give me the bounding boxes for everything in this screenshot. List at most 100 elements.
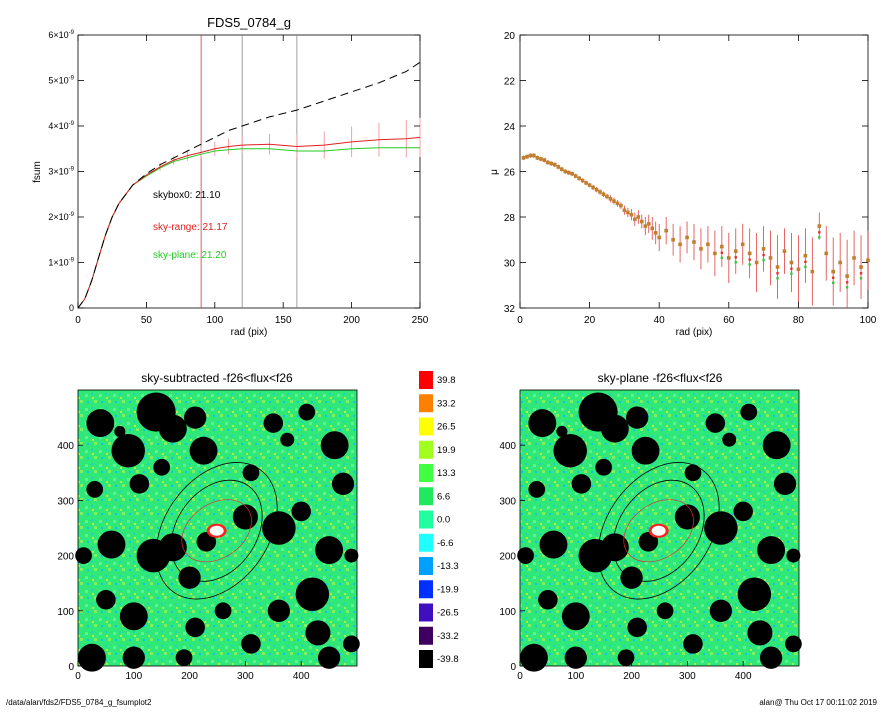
mu-point	[692, 240, 696, 244]
mu-point	[605, 194, 609, 199]
sky-subtracted-mask-blob	[78, 643, 106, 672]
mu-point-plane	[804, 265, 807, 269]
sky-plane-mask-blob	[656, 602, 674, 620]
fsum-xtick-label: 250	[412, 315, 429, 326]
sky-subtracted-xtick-label: 400	[293, 671, 310, 682]
mu-ytick-label: 22	[504, 77, 516, 88]
sky-plane-mask-blob	[762, 431, 791, 460]
sky-subtracted-title: sky-subtracted -f26<flux<f26	[141, 371, 293, 385]
sky-subtracted-mask-blob	[86, 480, 104, 498]
sky-plane-mask-blob	[709, 599, 733, 622]
mu-point	[573, 174, 578, 178]
sky-subtracted-mask-blob	[291, 501, 311, 522]
fsum-xtick-label: 100	[206, 315, 223, 326]
sky-subtracted-mask-blob	[331, 472, 355, 495]
sky-plane-mask-blob	[684, 464, 702, 482]
mu-point	[866, 258, 870, 263]
sky-range-curve	[77, 136, 421, 309]
sky-subtracted-aperture-outer	[155, 462, 278, 600]
sky-range-error-bars	[159, 117, 421, 171]
mu-point	[535, 156, 540, 160]
mu-point	[549, 161, 554, 166]
mu-point-range	[762, 253, 765, 257]
mu-point	[838, 260, 842, 265]
mu-point	[570, 171, 574, 176]
sky-plane-mask-blob	[631, 436, 660, 465]
sky-subtracted-mask-blob	[343, 635, 360, 653]
mu-point-plane	[790, 272, 793, 275]
sky-subtracted-aperture-mid	[170, 479, 263, 582]
mu-point	[584, 181, 588, 185]
mu-point	[587, 183, 592, 187]
mu-x-ticks: 0 20 40 60 80 100	[517, 35, 877, 326]
mu-point	[831, 269, 835, 274]
mu-point	[525, 154, 529, 159]
sky-subtracted-mask-blob	[344, 548, 359, 563]
sky-subtracted-mask-blob	[175, 649, 193, 667]
mu-point	[782, 249, 787, 253]
sky-subtracted-mask-blob	[158, 414, 187, 443]
mu-point	[563, 169, 568, 174]
mu-point-range	[790, 267, 793, 270]
fsum-y-label: fsum	[32, 161, 43, 183]
mu-point	[532, 153, 536, 158]
sky-subtracted-mask-blob	[242, 464, 260, 482]
sky-subtracted-xtick-label: 200	[181, 671, 198, 682]
mu-xtick-label: 60	[723, 315, 735, 326]
sky-subtracted-mask-blob	[267, 599, 291, 622]
mu-point	[727, 256, 731, 260]
sky-subtracted-mask-blob	[189, 436, 218, 465]
mu-point-range	[832, 276, 835, 279]
mu-point	[612, 199, 616, 203]
sky-subtracted-mask-blob	[158, 533, 187, 562]
sky-plane-mask-blob	[564, 646, 587, 669]
mu-ytick-label: 28	[504, 213, 516, 224]
mu-point	[817, 224, 822, 228]
fsum-ytick-label: 5×10-9	[48, 76, 74, 86]
skybox0-curve	[77, 61, 421, 309]
colorbar-swatch	[419, 603, 433, 622]
mu-point-range	[734, 256, 737, 259]
sky-plane-mask-blob	[786, 548, 801, 563]
mu-point	[643, 224, 648, 228]
mu-point	[633, 217, 637, 222]
colorbar-label: -6.6	[437, 538, 453, 549]
mu-point-plane	[734, 261, 737, 264]
mu-point	[706, 242, 710, 247]
colorbar-swatch	[419, 626, 433, 645]
colorbar-label: 33.2	[437, 398, 456, 409]
sky-plane-mask-blob	[705, 413, 726, 433]
colorbar-swatch	[419, 394, 433, 413]
colorbar-label: -19.9	[437, 584, 459, 595]
colorbar-label: 13.3	[437, 468, 456, 479]
mu-point	[653, 231, 658, 235]
sky-subtracted-mask-blob	[96, 589, 116, 610]
sky-plane-mask-blob	[561, 602, 590, 631]
sky-subtracted-mask-blob	[305, 620, 331, 646]
colorbar-label: -33.2	[437, 631, 459, 642]
sky-subtracted-mask-blob	[119, 602, 148, 631]
mu-point	[657, 235, 661, 240]
mu-point-range	[818, 231, 821, 234]
sky-plane-xtick-label: 0	[517, 671, 523, 682]
colorbar-label: 39.8	[437, 375, 456, 386]
fsum-ytick-label: 1×10-9	[48, 258, 74, 268]
sky-plane-ytick-label: 200	[499, 552, 516, 563]
sky-plane-mask-blob	[617, 649, 635, 667]
sky-subtracted-image	[75, 390, 360, 672]
mu-point	[580, 178, 585, 183]
mu-point-plane	[859, 277, 863, 280]
colorbar-label: -39.8	[437, 654, 459, 665]
mu-point	[754, 260, 759, 265]
mu-point	[601, 192, 606, 197]
fsum-ytick-label: 4×10-9	[48, 121, 74, 131]
sky-plane-mask-blob	[595, 458, 613, 476]
sky-plane-mask-blob	[722, 432, 737, 447]
colorbar-swatch	[419, 371, 433, 389]
mu-point	[636, 215, 641, 219]
sky-subtracted-mask-blob	[75, 547, 92, 564]
sky-plane-xtick-label: 100	[567, 671, 584, 682]
fsum-xtick-label: 0	[75, 315, 81, 326]
sky-subtracted-mask-blob	[185, 617, 205, 638]
colorbar-swatch	[419, 510, 433, 529]
